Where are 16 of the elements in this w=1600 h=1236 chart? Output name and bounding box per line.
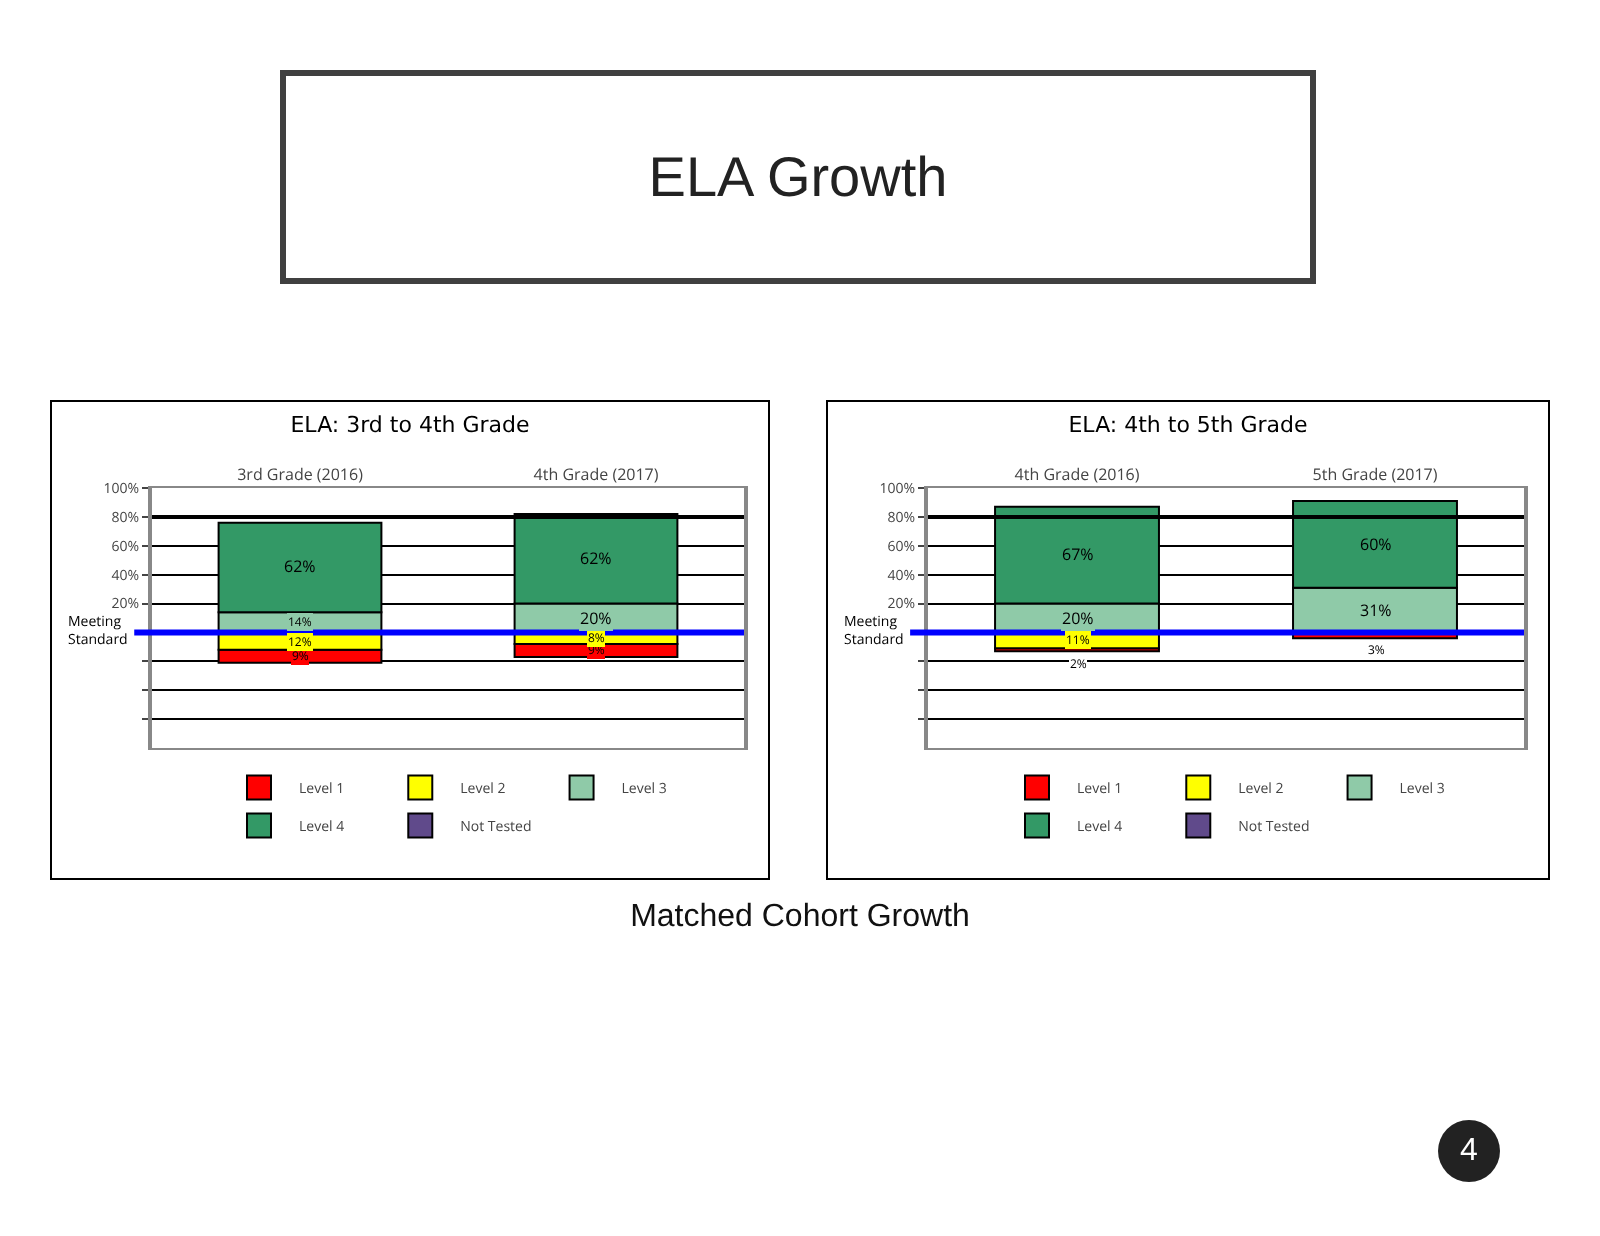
data-label: 20% [580,608,613,630]
x-tick-label: 5th Grade (2017) [1312,463,1439,486]
data-label: 62% [284,556,317,578]
chart-title: ELA: 4th to 5th Grade [1068,411,1308,438]
x-tick-label: 4th Grade (2016) [1014,463,1141,486]
text: 4 [1438,1120,1500,1182]
data-label: 31% [1360,600,1393,622]
x-tick-label: 4th Grade (2017) [533,463,660,486]
chart-title: ELA: 3rd to 4th Grade [290,411,530,438]
x-tick-label: 3rd Grade (2016) [237,463,365,486]
text: ELA Growth [280,70,1316,284]
data-label: 60% [1360,534,1393,556]
data-label: 20% [1062,608,1095,630]
data-label: 67% [1062,544,1095,566]
data-label: 62% [580,548,613,570]
text: Matched Cohort Growth [628,900,972,936]
